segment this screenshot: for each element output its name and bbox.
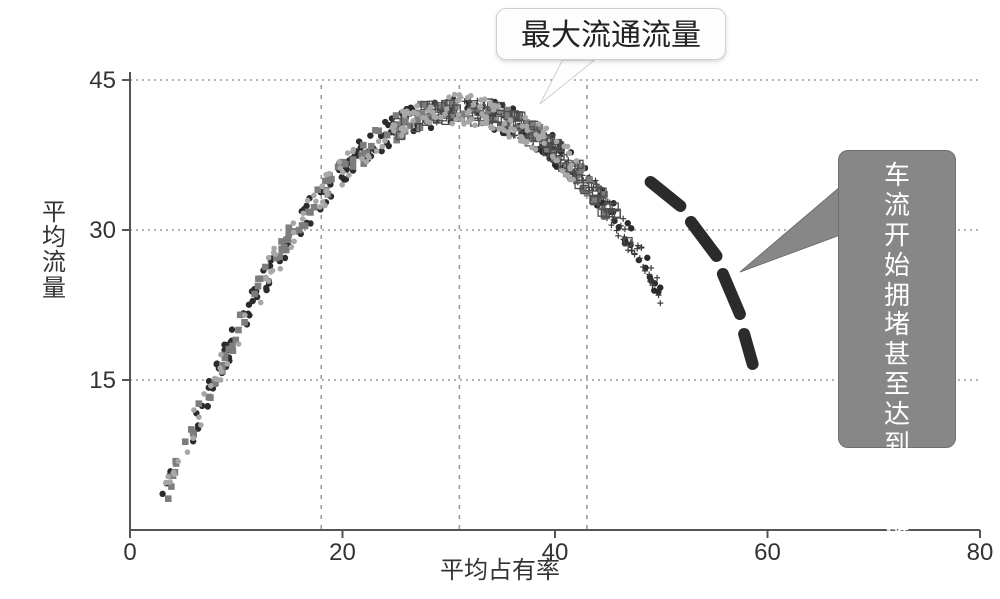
svg-text:20: 20: [329, 539, 356, 566]
chart-container: 020406080153045 平 均 流 量 平均占有率 最大流通流量 车流开…: [0, 0, 1000, 599]
y-axis-label: 平 均 流 量: [40, 200, 68, 301]
svg-text:0: 0: [123, 539, 136, 566]
x-axis-label: 平均占有率: [440, 558, 560, 583]
svg-text:45: 45: [89, 67, 116, 94]
svg-text:60: 60: [754, 539, 781, 566]
callout-congestion: 车流开始拥堵甚至达到交通瘫痪: [838, 150, 956, 448]
svg-text:15: 15: [89, 367, 116, 394]
svg-text:30: 30: [89, 217, 116, 244]
callout-max-flow: 最大流通流量: [496, 8, 726, 60]
svg-text:80: 80: [967, 539, 994, 566]
